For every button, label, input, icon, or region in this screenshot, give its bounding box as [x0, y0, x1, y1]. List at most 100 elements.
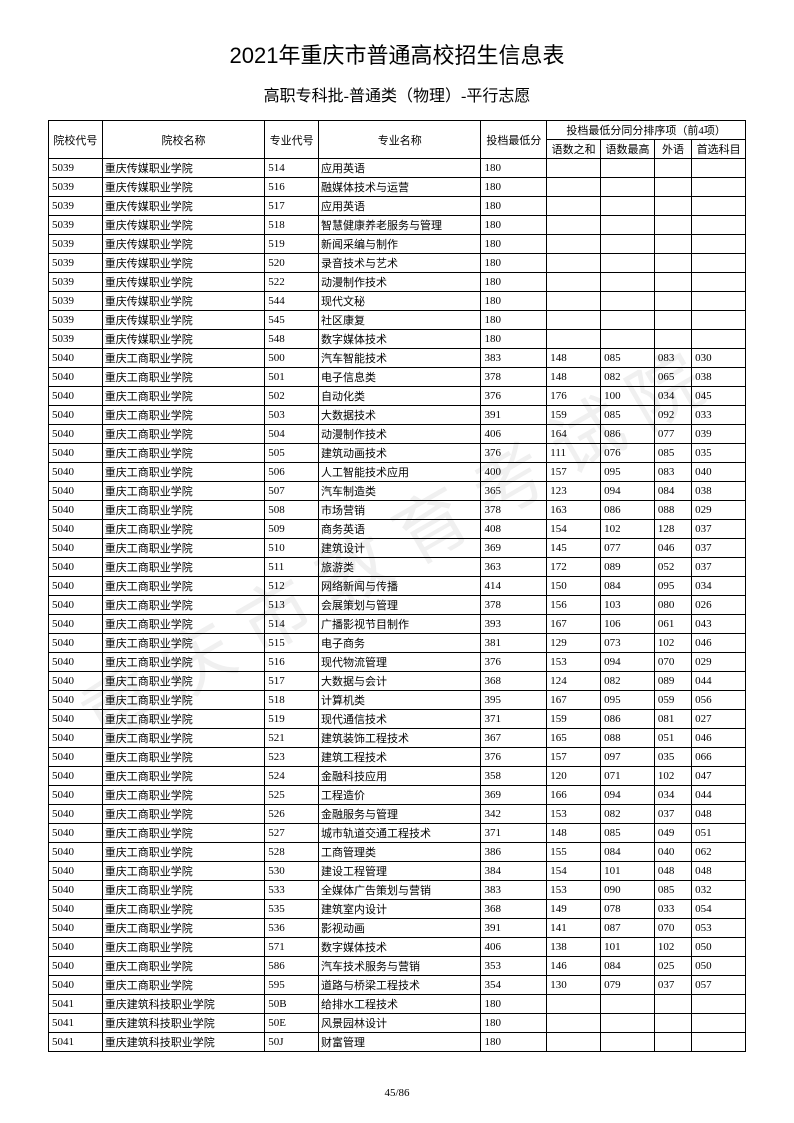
table-cell: 092 — [654, 406, 691, 425]
table-cell: 088 — [601, 729, 655, 748]
table-cell: 084 — [654, 482, 691, 501]
header-major-code: 专业代号 — [265, 121, 319, 159]
table-cell: 070 — [654, 653, 691, 672]
table-cell — [654, 1014, 691, 1033]
table-cell: 重庆工商职业学院 — [102, 691, 264, 710]
table-cell: 重庆传媒职业学院 — [102, 330, 264, 349]
table-cell: 536 — [265, 919, 319, 938]
table-cell: 重庆工商职业学院 — [102, 653, 264, 672]
table-cell: 141 — [547, 919, 601, 938]
table-cell: 381 — [481, 634, 547, 653]
table-cell: 建筑动画技术 — [319, 444, 481, 463]
table-cell: 025 — [654, 957, 691, 976]
table-cell: 128 — [654, 520, 691, 539]
table-cell: 086 — [601, 710, 655, 729]
table-cell: 5041 — [49, 1033, 103, 1052]
table-cell: 095 — [601, 691, 655, 710]
table-cell: 5039 — [49, 254, 103, 273]
table-cell: 重庆工商职业学院 — [102, 406, 264, 425]
table-cell: 5040 — [49, 900, 103, 919]
table-cell: 网络新闻与传播 — [319, 577, 481, 596]
table-cell: 5039 — [49, 159, 103, 178]
table-cell: 汽车制造类 — [319, 482, 481, 501]
table-cell: 180 — [481, 273, 547, 292]
table-cell: 086 — [601, 501, 655, 520]
table-cell: 519 — [265, 235, 319, 254]
table-cell: 027 — [692, 710, 746, 729]
table-cell — [692, 216, 746, 235]
table-row: 5039重庆传媒职业学院522动漫制作技术180 — [49, 273, 746, 292]
table-cell — [601, 254, 655, 273]
table-cell: 037 — [654, 805, 691, 824]
table-cell: 5040 — [49, 406, 103, 425]
table-cell: 金融科技应用 — [319, 767, 481, 786]
table-cell: 507 — [265, 482, 319, 501]
table-cell: 090 — [601, 881, 655, 900]
table-cell: 368 — [481, 900, 547, 919]
table-cell: 金融服务与管理 — [319, 805, 481, 824]
table-cell: 重庆工商职业学院 — [102, 710, 264, 729]
table-cell: 商务英语 — [319, 520, 481, 539]
table-row: 5040重庆工商职业学院514广播影视节目制作393167106061043 — [49, 615, 746, 634]
table-cell: 034 — [654, 387, 691, 406]
table-cell: 重庆工商职业学院 — [102, 976, 264, 995]
table-cell: 101 — [601, 938, 655, 957]
table-cell: 138 — [547, 938, 601, 957]
table-cell: 533 — [265, 881, 319, 900]
table-cell: 517 — [265, 672, 319, 691]
table-cell: 515 — [265, 634, 319, 653]
table-cell: 重庆传媒职业学院 — [102, 311, 264, 330]
table-cell: 400 — [481, 463, 547, 482]
table-cell: 523 — [265, 748, 319, 767]
table-row: 5040重庆工商职业学院517大数据与会计368124082089044 — [49, 672, 746, 691]
table-cell: 520 — [265, 254, 319, 273]
table-cell: 059 — [654, 691, 691, 710]
table-cell: 180 — [481, 197, 547, 216]
table-cell — [547, 216, 601, 235]
table-cell: 033 — [692, 406, 746, 425]
table-cell: 595 — [265, 976, 319, 995]
table-cell: 386 — [481, 843, 547, 862]
table-cell: 354 — [481, 976, 547, 995]
table-cell: 111 — [547, 444, 601, 463]
table-cell: 082 — [601, 805, 655, 824]
table-cell: 037 — [692, 558, 746, 577]
table-cell: 085 — [654, 444, 691, 463]
table-cell — [601, 311, 655, 330]
table-cell: 180 — [481, 1014, 547, 1033]
table-cell: 重庆工商职业学院 — [102, 577, 264, 596]
table-cell: 数字媒体技术 — [319, 330, 481, 349]
table-cell: 048 — [654, 862, 691, 881]
table-cell — [601, 197, 655, 216]
table-cell: 汽车智能技术 — [319, 349, 481, 368]
table-cell: 026 — [692, 596, 746, 615]
table-row: 5040重庆工商职业学院524金融科技应用358120071102047 — [49, 767, 746, 786]
table-cell: 5040 — [49, 767, 103, 786]
table-body: 5039重庆传媒职业学院514应用英语1805039重庆传媒职业学院516融媒体… — [49, 159, 746, 1052]
table-cell — [547, 273, 601, 292]
table-cell: 050 — [692, 957, 746, 976]
table-cell: 073 — [601, 634, 655, 653]
table-cell: 重庆工商职业学院 — [102, 596, 264, 615]
table-cell: 085 — [601, 824, 655, 843]
table-cell: 重庆建筑科技职业学院 — [102, 1033, 264, 1052]
table-cell: 084 — [601, 843, 655, 862]
table-cell: 085 — [601, 406, 655, 425]
table-cell: 应用英语 — [319, 197, 481, 216]
table-cell: 重庆工商职业学院 — [102, 444, 264, 463]
table-cell: 150 — [547, 577, 601, 596]
table-cell: 102 — [601, 520, 655, 539]
table-cell: 369 — [481, 539, 547, 558]
table-cell: 重庆传媒职业学院 — [102, 197, 264, 216]
table-row: 5040重庆工商职业学院506人工智能技术应用400157095083040 — [49, 463, 746, 482]
table-cell: 044 — [692, 786, 746, 805]
table-cell: 50J — [265, 1033, 319, 1052]
table-cell: 524 — [265, 767, 319, 786]
table-cell: 重庆工商职业学院 — [102, 729, 264, 748]
table-row: 5039重庆传媒职业学院518智慧健康养老服务与管理180 — [49, 216, 746, 235]
table-cell: 180 — [481, 216, 547, 235]
table-cell — [692, 235, 746, 254]
table-cell: 大数据技术 — [319, 406, 481, 425]
table-cell: 重庆传媒职业学院 — [102, 273, 264, 292]
table-cell — [654, 273, 691, 292]
